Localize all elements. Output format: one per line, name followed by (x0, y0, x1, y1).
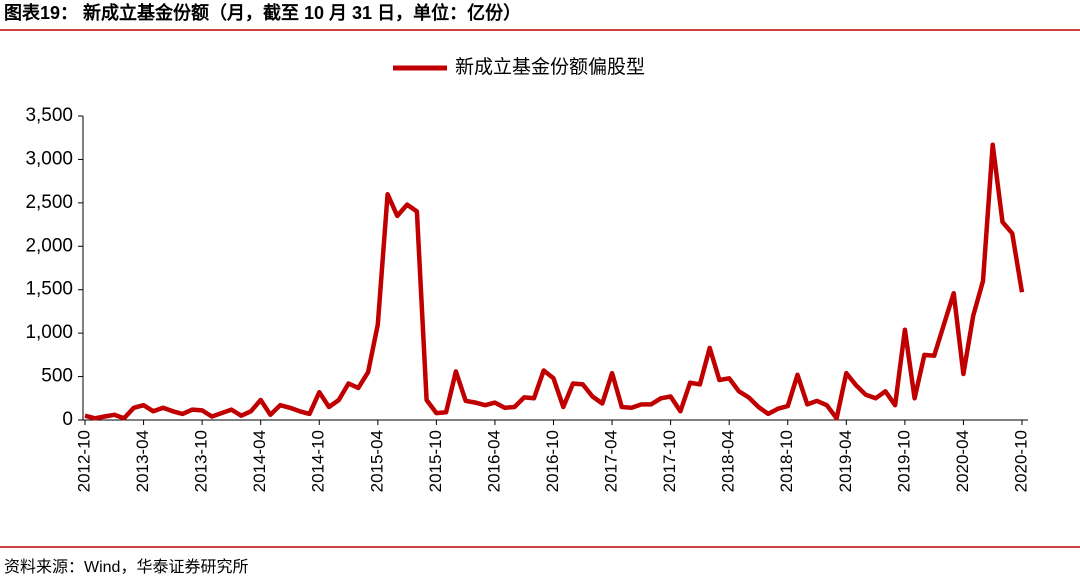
chart-title: 图表19： 新成立基金份额（月，截至 10 月 31 日，单位：亿份） (4, 2, 521, 23)
x-tick-label: 2020-10 (1011, 430, 1030, 492)
x-tick-label: 2014-04 (250, 430, 269, 492)
x-tick-label: 2016-10 (543, 430, 562, 492)
y-tick-label: 3,500 (25, 105, 73, 126)
legend-label: 新成立基金份额偏股型 (455, 56, 645, 78)
y-tick-label: 2,500 (25, 192, 73, 213)
x-tick-label: 2017-04 (602, 430, 621, 492)
x-tick-label: 2014-10 (309, 430, 328, 492)
x-tick-label: 2015-10 (426, 430, 445, 492)
y-tick-label: 0 (62, 409, 73, 430)
x-tick-label: 2015-04 (367, 430, 386, 492)
x-tick-label: 2017-10 (660, 430, 679, 492)
x-tick-label: 2013-10 (192, 430, 211, 492)
x-tick-label: 2019-10 (894, 430, 913, 492)
x-tick-label: 2016-04 (484, 430, 503, 492)
data-line (84, 142, 1025, 421)
y-tick-label: 2,000 (25, 235, 73, 256)
y-tick-label: 500 (41, 366, 73, 387)
x-tick-label: 2020-04 (953, 430, 972, 492)
y-tick-label: 1,500 (25, 279, 73, 300)
x-tick-label: 2018-10 (777, 430, 796, 492)
y-tick-label: 1,000 (25, 322, 73, 343)
y-tick-label: 3,000 (25, 148, 73, 169)
x-tick-label: 2018-04 (719, 430, 738, 492)
x-tick-label: 2013-04 (133, 430, 152, 492)
x-tick-label: 2012-10 (74, 430, 93, 492)
source-note: 资料来源：Wind，华泰证券研究所 (4, 558, 248, 576)
x-tick-label: 2019-04 (836, 430, 855, 492)
